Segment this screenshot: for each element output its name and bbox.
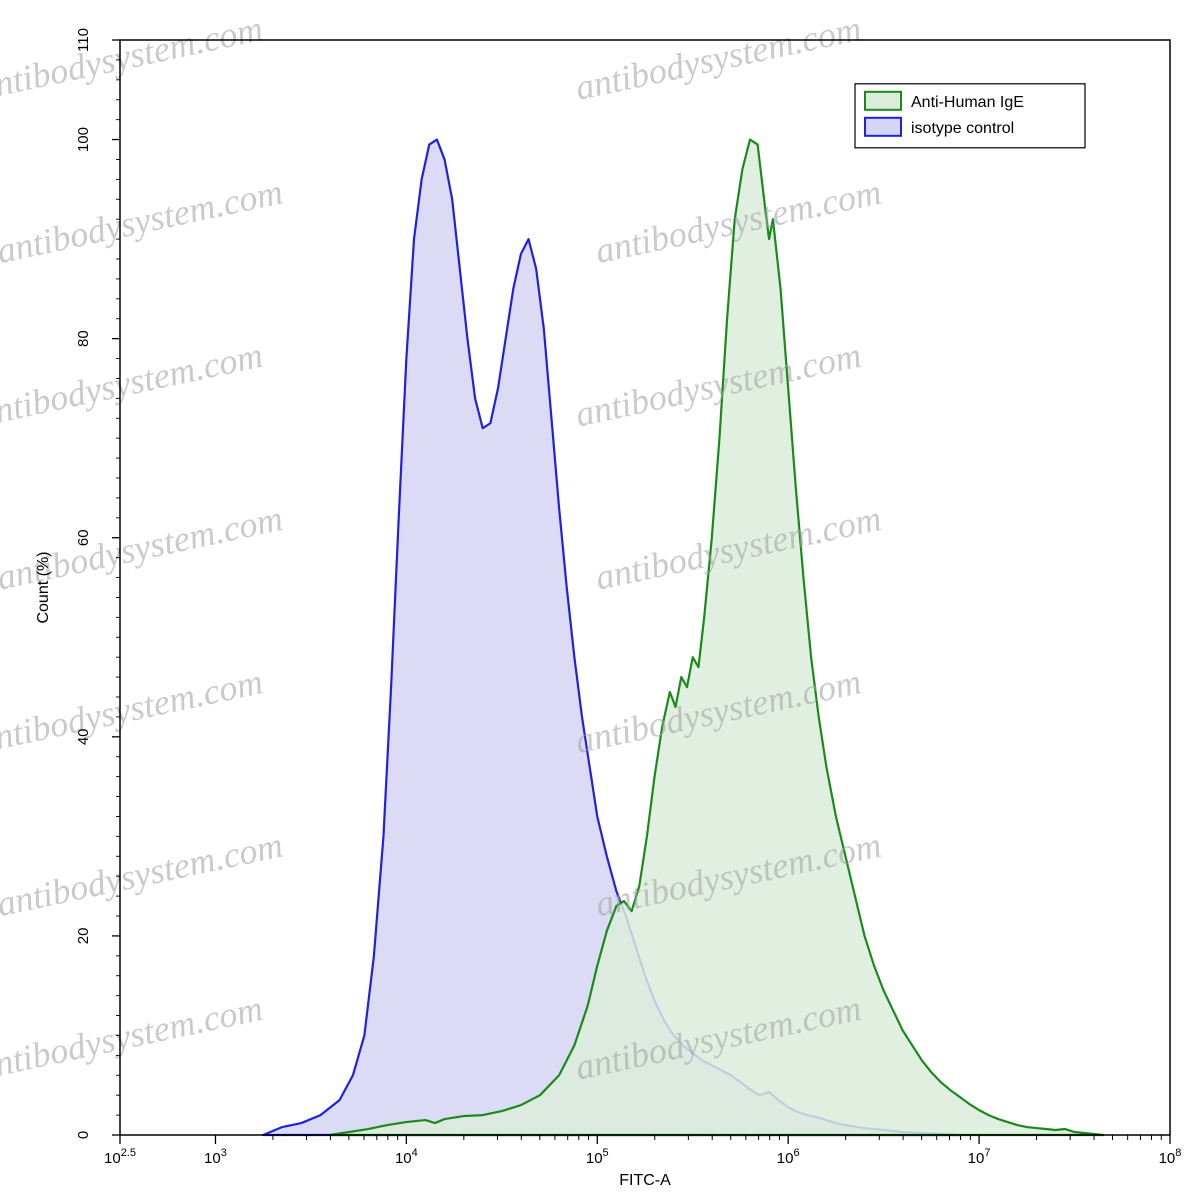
y-tick-label: 0 [75,1131,92,1139]
chart-svg: antibodysystem.comantibodysystem.comanti… [0,0,1197,1193]
legend-swatch [865,118,901,136]
y-tick-label: 40 [75,728,92,745]
y-tick-label: 100 [75,127,92,152]
legend: Anti-Human IgE isotype control [855,84,1085,148]
y-tick-label: 20 [75,928,92,945]
y-tick-label: 60 [75,529,92,546]
legend-label: isotype control [911,120,1014,137]
y-tick-label: 80 [75,330,92,347]
legend-label: Anti-Human IgE [911,94,1024,111]
y-tick-label: 110 [75,28,92,52]
flow-cytometry-histogram: antibodysystem.comantibodysystem.comanti… [0,0,1197,1193]
x-axis-label: FITC-A [619,1172,671,1189]
y-axis-label: Count (%) [35,551,52,623]
legend-swatch [865,92,901,110]
